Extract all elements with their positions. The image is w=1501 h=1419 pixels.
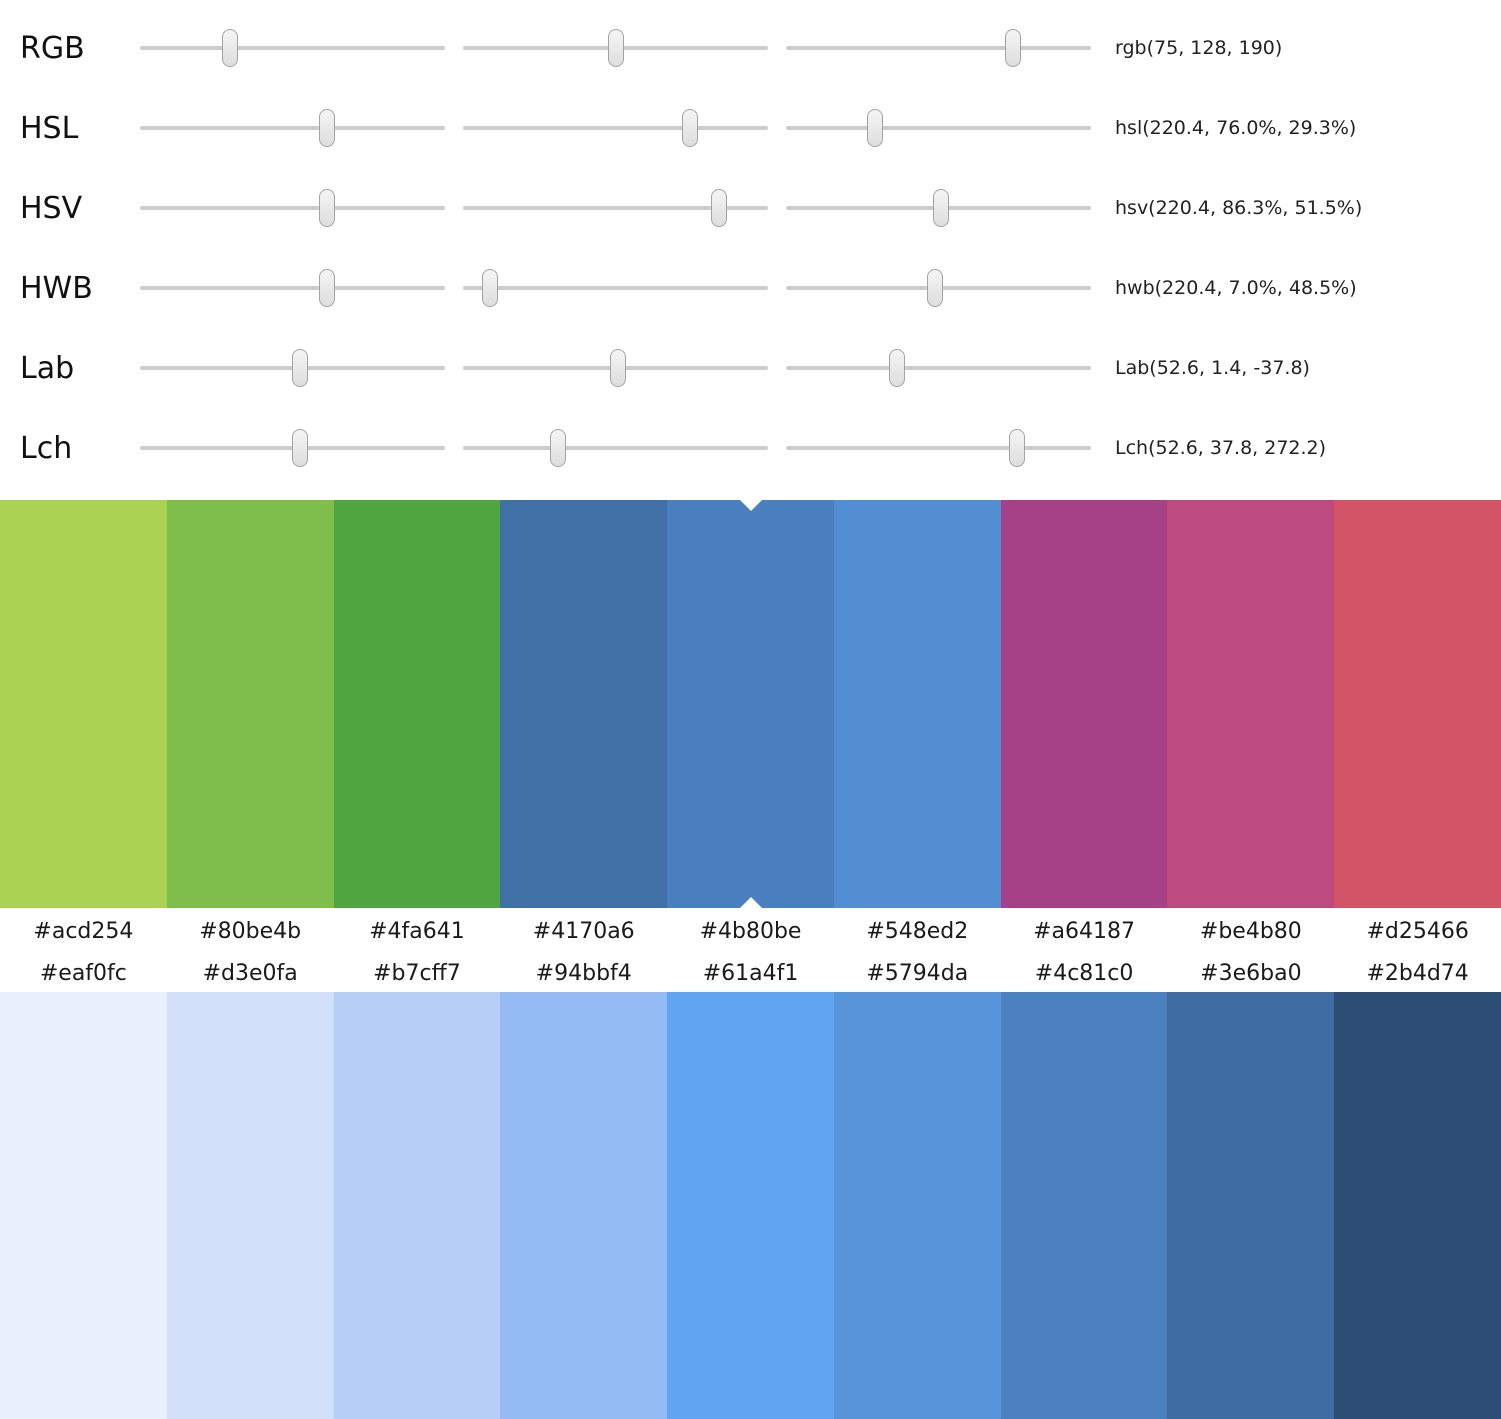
- hsl-lightness-slider-handle[interactable]: [867, 109, 884, 147]
- hex-label: #a64187: [1033, 918, 1136, 944]
- rgb-green-slider-handle[interactable]: [608, 29, 625, 67]
- hex-label: #80be4b: [199, 918, 302, 944]
- hex-label: #d3e0fa: [202, 960, 298, 986]
- slider-row-lab: Lab Lab(52.6, 1.4, -37.8): [0, 328, 1501, 408]
- hex-label: #b7cff7: [373, 960, 461, 986]
- palette-lightness-labels: #eaf0fc #d3e0fa #b7cff7 #94bbf4 #61a4f1 …: [0, 954, 1501, 992]
- lch-value-text: Lch(52.6, 37.8, 272.2): [1115, 437, 1327, 459]
- lab-label: Lab: [20, 350, 75, 386]
- hex-label: #d25466: [1366, 918, 1469, 944]
- palette-hue-strip: [0, 500, 1501, 908]
- rgb-red-slider-handle[interactable]: [221, 29, 238, 67]
- palette-swatch[interactable]: [833, 992, 1001, 1419]
- palette-swatch[interactable]: [1000, 500, 1168, 908]
- rgb-value-text: rgb(75, 128, 190): [1115, 37, 1283, 59]
- lab-l-slider-handle[interactable]: [292, 349, 309, 387]
- palette-swatch[interactable]: [333, 500, 501, 908]
- slider-row-hsl: HSL hsl(220.4, 76.0%, 29.3%): [0, 88, 1501, 168]
- hwb-blackness-slider-handle[interactable]: [927, 269, 944, 307]
- hsl-hue-slider[interactable]: [140, 109, 445, 147]
- palette-swatch[interactable]: [500, 500, 668, 908]
- hex-label: #5794da: [866, 960, 969, 986]
- hex-label: #548ed2: [866, 918, 969, 944]
- palette-swatch[interactable]: [1167, 992, 1335, 1419]
- lch-label: Lch: [20, 430, 73, 466]
- lab-b-slider-handle[interactable]: [889, 349, 906, 387]
- lch-h-slider[interactable]: [786, 429, 1091, 467]
- hex-label: #be4b80: [1199, 918, 1302, 944]
- slider-row-lch: Lch Lch(52.6, 37.8, 272.2): [0, 408, 1501, 488]
- hex-label: #4c81c0: [1034, 960, 1134, 986]
- lab-value-text: Lab(52.6, 1.4, -37.8): [1115, 357, 1310, 379]
- hex-label: #eaf0fc: [39, 960, 127, 986]
- lab-b-slider[interactable]: [786, 349, 1091, 387]
- rgb-green-slider[interactable]: [463, 29, 768, 67]
- palette-hue-labels: #acd254 #80be4b #4fa641 #4170a6 #4b80be …: [0, 908, 1501, 954]
- hex-label: #94bbf4: [535, 960, 632, 986]
- hsv-value-text: hsv(220.4, 86.3%, 51.5%): [1115, 197, 1363, 219]
- hsv-saturation-slider[interactable]: [463, 189, 768, 227]
- hsv-saturation-slider-handle[interactable]: [711, 189, 728, 227]
- palette-swatch[interactable]: [667, 992, 834, 1419]
- hwb-blackness-slider[interactable]: [786, 269, 1091, 307]
- hsv-hue-slider-handle[interactable]: [318, 189, 335, 227]
- rgb-blue-slider[interactable]: [786, 29, 1091, 67]
- palette-swatch[interactable]: [0, 500, 167, 908]
- lch-c-slider[interactable]: [463, 429, 768, 467]
- hwb-value-text: hwb(220.4, 7.0%, 48.5%): [1115, 277, 1357, 299]
- slider-panel: RGB rgb(75, 128, 190) HSL hsl(220: [0, 0, 1501, 488]
- hsl-saturation-slider[interactable]: [463, 109, 768, 147]
- hsv-value-slider-handle[interactable]: [932, 189, 949, 227]
- slider-row-hwb: HWB hwb(220.4, 7.0%, 48.5%): [0, 248, 1501, 328]
- palette-swatch[interactable]: [833, 500, 1001, 908]
- lab-l-slider[interactable]: [140, 349, 445, 387]
- hex-label: #61a4f1: [702, 960, 799, 986]
- hsv-label: HSV: [20, 190, 83, 226]
- hex-label: #4170a6: [532, 918, 635, 944]
- rgb-red-slider[interactable]: [140, 29, 445, 67]
- palette-swatch[interactable]: [166, 992, 334, 1419]
- hsl-hue-slider-handle[interactable]: [318, 109, 335, 147]
- hex-label: #4b80be: [699, 918, 802, 944]
- lch-l-slider-handle[interactable]: [292, 429, 309, 467]
- slider-row-rgb: RGB rgb(75, 128, 190): [0, 8, 1501, 88]
- palette-swatch[interactable]: [1334, 500, 1501, 908]
- hwb-hue-slider-handle[interactable]: [318, 269, 335, 307]
- hwb-whiteness-slider[interactable]: [463, 269, 768, 307]
- palette-swatch[interactable]: [0, 992, 167, 1419]
- rgb-blue-slider-handle[interactable]: [1005, 29, 1022, 67]
- palette-swatch[interactable]: [500, 992, 668, 1419]
- hsl-saturation-slider-handle[interactable]: [682, 109, 699, 147]
- hwb-label: HWB: [20, 270, 93, 306]
- hex-label: #4fa641: [369, 918, 465, 944]
- hsl-value-text: hsl(220.4, 76.0%, 29.3%): [1115, 117, 1357, 139]
- palette-swatch-selected[interactable]: [667, 500, 834, 908]
- slider-row-hsv: HSV hsv(220.4, 86.3%, 51.5%): [0, 168, 1501, 248]
- palette-swatch[interactable]: [1334, 992, 1501, 1419]
- palette-lightness-strip: [0, 992, 1501, 1419]
- lch-h-slider-handle[interactable]: [1008, 429, 1025, 467]
- hex-label: #acd254: [33, 918, 134, 944]
- lch-c-slider-handle[interactable]: [549, 429, 566, 467]
- palette-swatch[interactable]: [166, 500, 334, 908]
- hex-label: #2b4d74: [1366, 960, 1469, 986]
- lab-a-slider-handle[interactable]: [609, 349, 626, 387]
- palette-swatch[interactable]: [333, 992, 501, 1419]
- hsl-label: HSL: [20, 110, 79, 146]
- palette-swatch[interactable]: [1000, 992, 1168, 1419]
- hsv-value-slider[interactable]: [786, 189, 1091, 227]
- lch-l-slider[interactable]: [140, 429, 445, 467]
- hwb-whiteness-slider-handle[interactable]: [481, 269, 498, 307]
- lab-a-slider[interactable]: [463, 349, 768, 387]
- hex-label: #3e6ba0: [1200, 960, 1302, 986]
- hsv-hue-slider[interactable]: [140, 189, 445, 227]
- hwb-hue-slider[interactable]: [140, 269, 445, 307]
- rgb-label: RGB: [20, 30, 85, 66]
- palette-swatch[interactable]: [1167, 500, 1335, 908]
- hsl-lightness-slider[interactable]: [786, 109, 1091, 147]
